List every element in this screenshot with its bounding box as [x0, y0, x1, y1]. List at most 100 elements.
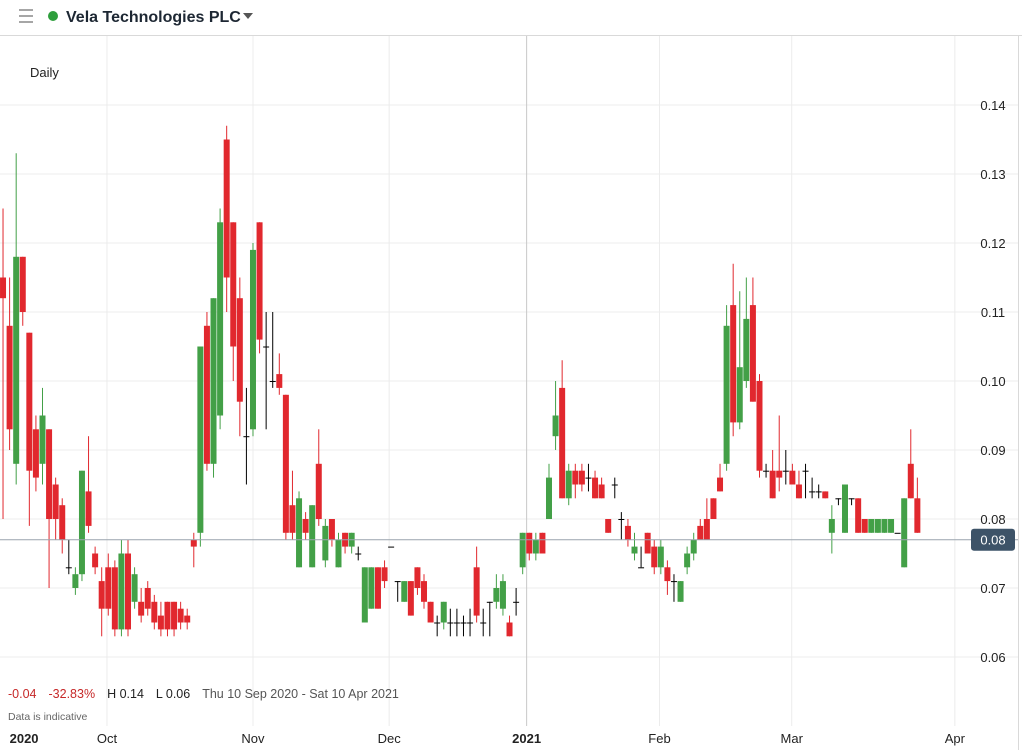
stat-text: L 0.06	[156, 687, 190, 701]
candle-body	[184, 615, 191, 623]
y-tick-label: 0.06	[980, 650, 1005, 665]
candle-body	[414, 567, 421, 588]
candle-body	[907, 463, 914, 499]
candle-body	[328, 519, 335, 540]
candle-body	[157, 615, 164, 630]
candle-body	[421, 581, 428, 602]
candle-body	[670, 581, 677, 583]
candle-body	[611, 484, 618, 486]
candle-body	[355, 553, 362, 555]
candle-body	[532, 539, 539, 554]
candle-body	[473, 567, 480, 616]
candle-body	[177, 608, 184, 623]
candle-body	[888, 519, 895, 533]
candle-body	[782, 470, 789, 472]
last-price-label: 0.08	[980, 533, 1005, 548]
candle-body	[296, 498, 303, 568]
candle-body	[65, 567, 72, 569]
candle-body	[914, 498, 921, 533]
candle-body	[111, 567, 118, 630]
candle-body	[407, 581, 414, 616]
candle-body	[13, 256, 20, 464]
candle-body	[828, 519, 835, 533]
candle-body	[842, 484, 849, 533]
candle-body	[565, 470, 572, 499]
candle-body	[631, 546, 638, 554]
x-tick-label: 2020	[10, 731, 39, 746]
candle-body	[289, 505, 296, 533]
stat-text: -0.04	[8, 687, 37, 701]
candle-body	[276, 374, 283, 388]
candle-body	[394, 581, 401, 583]
y-tick-label: 0.09	[980, 443, 1005, 458]
dropdown-arrow[interactable]	[243, 13, 253, 19]
stat-text: Thu 10 Sep 2020 - Sat 10 Apr 2021	[202, 687, 399, 701]
candle-body	[440, 601, 447, 623]
candle-body	[217, 222, 224, 416]
candle-body	[322, 525, 329, 561]
candle-body	[651, 546, 658, 568]
candle-body	[795, 484, 802, 499]
candle-body	[901, 498, 908, 568]
candle-body	[171, 601, 178, 630]
x-tick-label: Apr	[945, 731, 966, 746]
candle-body	[789, 470, 796, 485]
candle-body	[118, 553, 125, 630]
candle-body	[697, 525, 704, 540]
candle-body	[190, 539, 197, 547]
candle-body	[881, 519, 888, 533]
candle-body	[736, 367, 743, 423]
candle-body	[809, 491, 816, 493]
candle-body	[249, 249, 256, 430]
candle-body	[723, 325, 730, 464]
candle-body	[848, 498, 855, 500]
data-note: Data is indicative	[8, 711, 88, 723]
candle-body	[664, 567, 671, 582]
candle-body	[78, 470, 85, 575]
candle-body	[282, 394, 289, 533]
candle-body	[499, 581, 506, 609]
last-price-badge	[971, 528, 1015, 551]
candle-body	[0, 277, 7, 299]
candle-body	[559, 387, 566, 499]
candle-body	[223, 139, 230, 278]
candle-body	[802, 470, 809, 472]
candle-body	[605, 519, 612, 533]
candle-body	[703, 519, 710, 540]
candle-body	[861, 519, 868, 533]
candle-body	[46, 429, 53, 519]
candle-body	[592, 477, 599, 499]
candle-body	[506, 622, 513, 637]
y-tick-label: 0.11	[981, 305, 1005, 320]
candle-body	[164, 601, 171, 630]
candle-body	[59, 505, 66, 540]
candle-body	[6, 325, 13, 430]
candle-body	[131, 574, 138, 602]
y-tick-label: 0.10	[980, 374, 1005, 389]
candle-body	[309, 505, 316, 568]
candle-body	[868, 519, 875, 533]
candle-body	[513, 601, 520, 603]
candle-body	[545, 477, 552, 519]
candle-body	[388, 546, 395, 548]
candle-body	[197, 346, 204, 533]
menu-icon[interactable]	[19, 9, 33, 23]
candle-body	[467, 622, 474, 624]
stat-text: -32.83%	[49, 687, 96, 701]
candle-body	[677, 581, 684, 602]
candle-body	[644, 532, 651, 554]
y-tick-label: 0.14	[980, 98, 1005, 113]
candle-body	[657, 546, 664, 568]
candle-body	[776, 470, 783, 478]
y-tick-label: 0.13	[980, 167, 1005, 182]
x-tick-label: Dec	[378, 731, 402, 746]
candle-body	[39, 415, 46, 464]
candle-body	[763, 470, 770, 472]
candle-body	[894, 532, 901, 534]
candle-body	[427, 601, 434, 623]
x-tick-label: Feb	[648, 731, 670, 746]
instrument-title[interactable]: Vela Technologies PLC	[66, 9, 241, 26]
candle-body	[263, 346, 270, 348]
